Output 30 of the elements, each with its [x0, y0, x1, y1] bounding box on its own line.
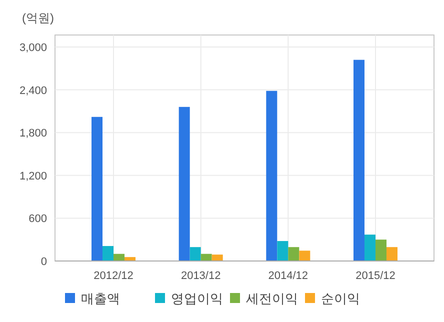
y-tick-label: 1,200 — [19, 170, 47, 182]
y-tick-label: 600 — [28, 213, 47, 226]
bar — [277, 241, 288, 261]
bar — [375, 240, 386, 261]
x-tick-label: 2014/12 — [268, 270, 308, 282]
bar — [299, 250, 310, 261]
legend-label: 순이익 — [321, 291, 360, 306]
bar — [288, 247, 300, 261]
legend-label: 세전이익 — [246, 291, 298, 306]
bar — [92, 116, 103, 261]
x-tick-label: 2013/12 — [180, 270, 221, 282]
bar — [178, 106, 190, 261]
y-tick-label: 1,800 — [19, 128, 47, 140]
legend-label: 영업이익 — [171, 291, 223, 306]
y-tick-label: 2,400 — [19, 84, 47, 97]
bar — [102, 246, 114, 261]
x-tick-label: 2012/12 — [94, 270, 134, 282]
bar — [364, 234, 376, 261]
bar — [114, 254, 125, 261]
x-tick-label: 2015/12 — [356, 270, 396, 282]
bar — [212, 254, 223, 261]
bar — [200, 254, 212, 261]
bar — [190, 247, 201, 261]
y-tick-label: 0 — [40, 256, 47, 268]
legend-label: 매출액 — [81, 291, 120, 306]
bar — [353, 60, 364, 261]
y-axis-title: (억원) — [22, 11, 54, 25]
bar — [386, 247, 398, 261]
bar — [266, 90, 278, 261]
y-tick-label: 3,000 — [19, 42, 47, 54]
